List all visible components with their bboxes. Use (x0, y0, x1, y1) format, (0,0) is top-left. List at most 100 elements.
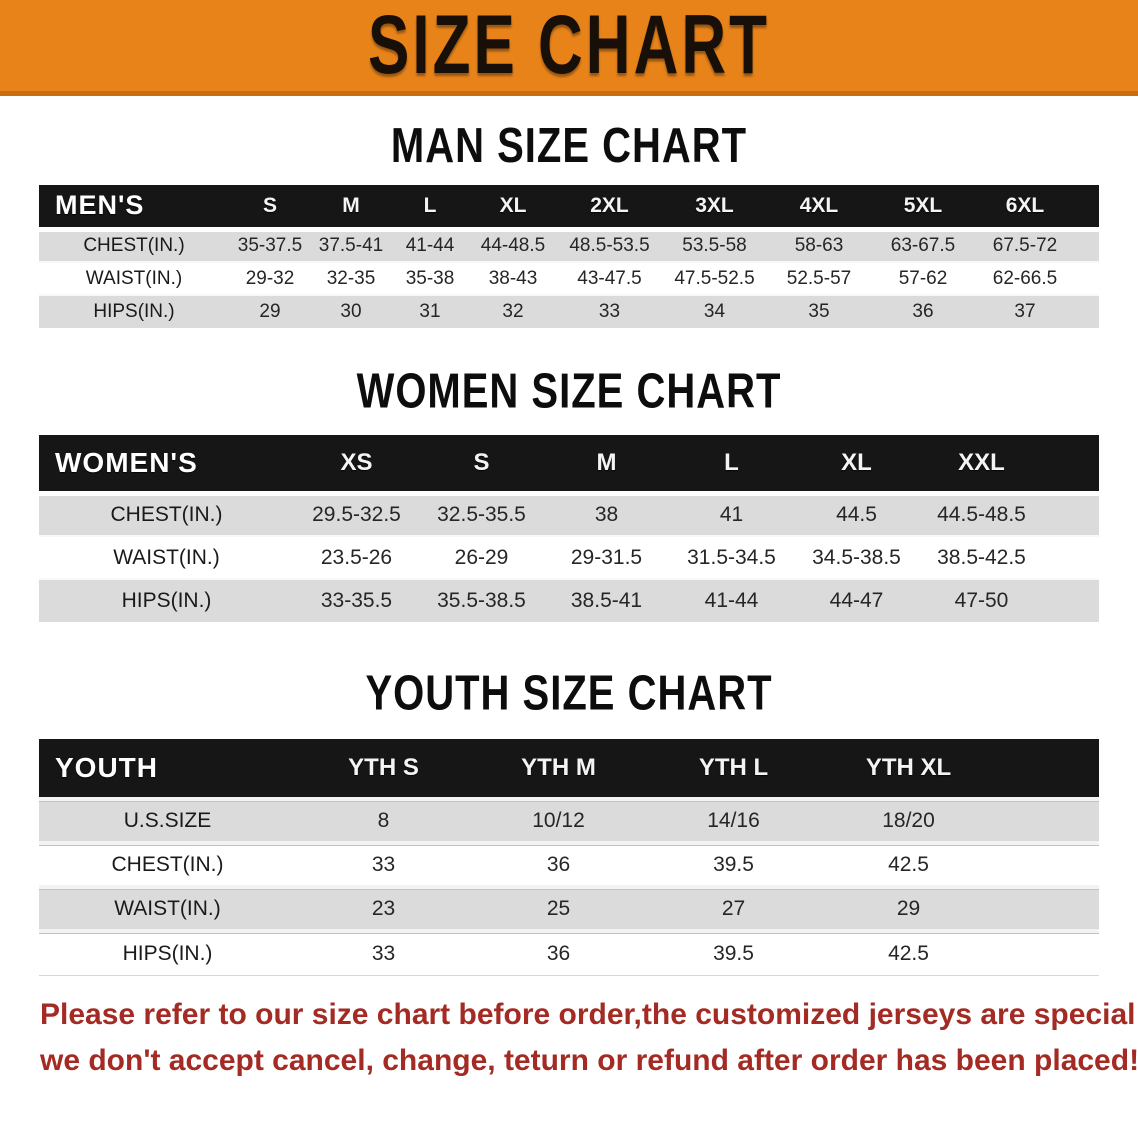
size-value: 10/12 (471, 797, 646, 843)
size-value: 29 (229, 294, 311, 328)
size-value: 31.5-34.5 (669, 535, 794, 579)
size-value: 23 (296, 885, 471, 931)
size-value: 41-44 (669, 578, 794, 622)
measurement-label: WAIST(IN.) (39, 885, 296, 931)
size-value: 39.5 (646, 929, 821, 976)
women-size-table: WOMEN'S XS S M L XL XXL CHEST(IN.) 29.5-32.5 32.5… (39, 435, 1099, 622)
size-value: 67.5-72 (975, 228, 1075, 262)
men-section: MAN SIZE CHART MEN'S S M L XL 2XL 3XL 4XL 5XL 6XL… (0, 96, 1138, 328)
size-value: 32.5-35.5 (419, 492, 544, 536)
spacer-cell (996, 929, 1099, 976)
size-column-header: XS (294, 435, 419, 496)
measurement-row: U.S.SIZE 8 10/12 14/16 18/20 (39, 797, 1099, 843)
size-value: 39.5 (646, 841, 821, 887)
youth-section: YOUTH SIZE CHART YOUTH YTH S YTH M YTH L YTH… (0, 622, 1138, 976)
size-value: 44.5 (794, 492, 919, 536)
size-value: 36 (871, 294, 975, 328)
size-column-header: XL (469, 185, 557, 232)
size-value: 37 (975, 294, 1075, 328)
size-value: 34 (662, 294, 767, 328)
measurement-label: HIPS(IN.) (39, 294, 229, 328)
spacer-cell (1044, 578, 1099, 622)
size-column-header: XXL (919, 435, 1044, 496)
measurement-label: U.S.SIZE (39, 797, 296, 843)
size-value: 8 (296, 797, 471, 843)
size-column-header: M (544, 435, 669, 496)
size-value: 26-29 (419, 535, 544, 579)
measurement-row: CHEST(IN.) 29.5-32.5 32.5-35.5 38 41 44.5 44.5… (39, 492, 1099, 536)
size-table-header-row: YOUTH YTH S YTH M YTH L YTH XL (39, 739, 1099, 799)
measurement-label: CHEST(IN.) (39, 228, 229, 262)
measurement-label: HIPS(IN.) (39, 578, 294, 622)
size-value: 58-63 (767, 228, 871, 262)
men-section-title: MAN SIZE CHART (0, 96, 1138, 173)
size-column-header: 4XL (767, 185, 871, 232)
size-column-header: S (419, 435, 544, 496)
size-value: 47-50 (919, 578, 1044, 622)
spacer-cell (1044, 435, 1099, 496)
page-title: SIZE CHART (368, 0, 770, 93)
measurement-row: HIPS(IN.) 33 36 39.5 42.5 (39, 929, 1099, 976)
size-column-header: S (229, 185, 311, 232)
spacer-cell (996, 885, 1099, 931)
size-value: 30 (311, 294, 391, 328)
table-group-label: YOUTH (39, 739, 296, 799)
size-value: 18/20 (821, 797, 996, 843)
footer-note: Please refer to our size chart before or… (40, 992, 1138, 1084)
size-value: 33 (296, 929, 471, 976)
size-value: 36 (471, 929, 646, 976)
measurement-label: WAIST(IN.) (39, 261, 229, 295)
size-column-header: M (311, 185, 391, 232)
size-value: 41-44 (391, 228, 469, 262)
size-value: 29-31.5 (544, 535, 669, 579)
size-value: 29-32 (229, 261, 311, 295)
measurement-row: WAIST(IN.) 23.5-26 26-29 29-31.5 31.5-34.5 34… (39, 535, 1099, 579)
size-value: 38.5-41 (544, 578, 669, 622)
spacer-cell (1044, 492, 1099, 536)
table-group-label: WOMEN'S (39, 435, 294, 496)
size-value: 62-66.5 (975, 261, 1075, 295)
measurement-label: HIPS(IN.) (39, 929, 296, 976)
measurement-row: HIPS(IN.) 33-35.5 35.5-38.5 38.5-41 41-44 44-… (39, 578, 1099, 622)
spacer-cell (1044, 535, 1099, 579)
size-column-header: L (669, 435, 794, 496)
spacer-cell (1075, 228, 1099, 262)
size-value: 38 (544, 492, 669, 536)
size-column-header: YTH S (296, 739, 471, 799)
youth-section-title-text: YOUTH SIZE CHART (365, 667, 773, 721)
size-value: 33 (296, 841, 471, 887)
measurement-label: CHEST(IN.) (39, 841, 296, 887)
size-value: 43-47.5 (557, 261, 662, 295)
men-section-title-text: MAN SIZE CHART (390, 119, 748, 173)
size-column-header: 2XL (557, 185, 662, 232)
measurement-label: WAIST(IN.) (39, 535, 294, 579)
size-value: 29 (821, 885, 996, 931)
size-value: 33-35.5 (294, 578, 419, 622)
size-value: 42.5 (821, 841, 996, 887)
size-column-header: YTH XL (821, 739, 996, 799)
youth-section-title: YOUTH SIZE CHART (0, 622, 1138, 721)
size-value: 32-35 (311, 261, 391, 295)
men-size-table: MEN'S S M L XL 2XL 3XL 4XL 5XL 6XL CHEST(IN.) 35-37… (39, 185, 1099, 328)
women-section: WOMEN SIZE CHART WOMEN'S XS S M L XL XXL CHEST(… (0, 328, 1138, 622)
measurement-row: WAIST(IN.) 23 25 27 29 (39, 885, 1099, 931)
footer-note-line-2: we don't accept cancel, change, teturn o… (40, 1043, 1138, 1077)
size-value: 35-38 (391, 261, 469, 295)
spacer-cell (1075, 261, 1099, 295)
size-value: 34.5-38.5 (794, 535, 919, 579)
size-table-header-row: WOMEN'S XS S M L XL XXL (39, 435, 1099, 496)
youth-size-table: YOUTH YTH S YTH M YTH L YTH XL U.S.SIZE 8 10/12… (39, 739, 1099, 976)
size-value: 23.5-26 (294, 535, 419, 579)
spacer-cell (996, 739, 1099, 799)
size-value: 44-48.5 (469, 228, 557, 262)
size-column-header: 3XL (662, 185, 767, 232)
banner: SIZE CHART (0, 0, 1138, 96)
size-value: 33 (557, 294, 662, 328)
measurement-row: WAIST(IN.) 29-32 32-35 35-38 38-43 43-47.5 47.… (39, 261, 1099, 295)
spacer-cell (996, 841, 1099, 887)
measurement-row: HIPS(IN.) 29 30 31 32 33 34 35 36 37 (39, 294, 1099, 328)
size-column-header: 6XL (975, 185, 1075, 232)
size-value: 35.5-38.5 (419, 578, 544, 622)
women-section-title-text: WOMEN SIZE CHART (356, 365, 782, 419)
